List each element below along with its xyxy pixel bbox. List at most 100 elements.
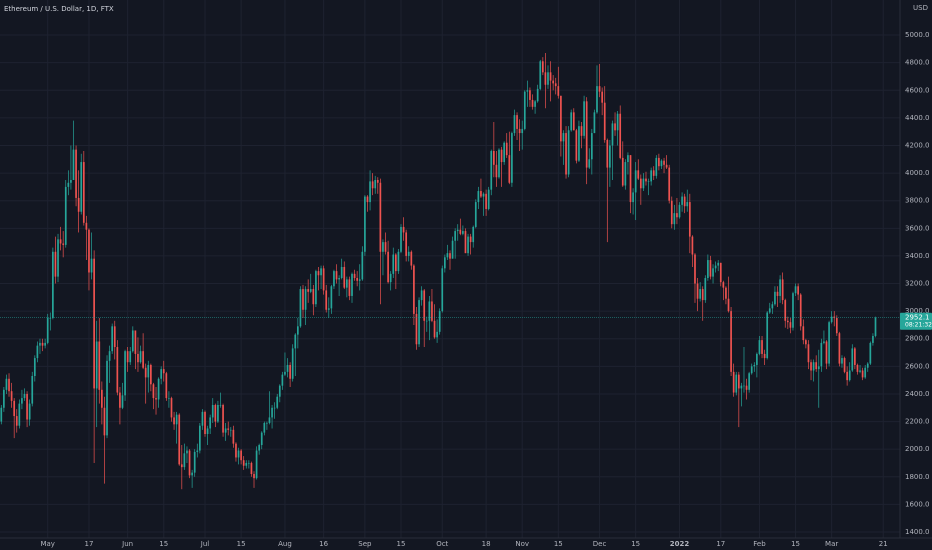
- candle-body: [781, 279, 784, 301]
- candle-body: [199, 425, 201, 451]
- candle-body: [588, 159, 591, 168]
- candle-body: [418, 300, 420, 345]
- candle-body: [85, 222, 88, 230]
- candle-body: [423, 290, 426, 321]
- candle-body: [255, 450, 258, 479]
- candle-body: [330, 286, 333, 309]
- candle-body: [603, 102, 606, 140]
- candle-body: [454, 231, 457, 241]
- candle-body: [464, 231, 467, 254]
- x-tick-label: Sep: [358, 540, 372, 548]
- candle-body: [565, 133, 567, 175]
- candle-body: [585, 101, 588, 168]
- candle-body: [116, 347, 119, 393]
- candle-body: [536, 88, 539, 102]
- candle-body: [748, 373, 750, 390]
- candle-body: [696, 283, 699, 299]
- candle-body: [304, 289, 307, 310]
- candle-body: [343, 266, 346, 288]
- candle-body: [188, 450, 191, 476]
- x-tick-label: Mar: [825, 540, 838, 548]
- candle-body: [44, 342, 46, 346]
- candle-body: [137, 353, 139, 363]
- x-tick-label: 21: [879, 540, 888, 548]
- candle-body: [575, 130, 578, 161]
- candle-body: [688, 202, 691, 237]
- candle-body: [668, 167, 671, 201]
- candle-body: [521, 128, 524, 134]
- candle-body: [872, 335, 874, 343]
- y-tick-label: 1800.0: [905, 473, 930, 481]
- candle-body: [797, 286, 799, 295]
- candle-body: [503, 142, 506, 163]
- candle-body: [833, 316, 836, 319]
- candle-body: [691, 236, 694, 255]
- candle-body: [678, 204, 681, 218]
- candle-body: [645, 178, 647, 182]
- candle-body: [253, 474, 255, 479]
- candle-body: [539, 61, 542, 89]
- candle-body: [735, 374, 738, 393]
- candle-body: [204, 411, 206, 434]
- x-tick-label: 18: [482, 540, 491, 548]
- candle-body: [670, 200, 673, 225]
- candle-body: [861, 370, 864, 378]
- x-tick-label: Nov: [515, 540, 529, 548]
- candle-body: [694, 254, 696, 284]
- candle-body: [766, 312, 769, 359]
- candle-body: [338, 278, 340, 280]
- candle-body: [364, 196, 366, 252]
- candle-body: [701, 289, 704, 301]
- candle-body: [214, 405, 217, 422]
- candle-body: [356, 278, 359, 281]
- candle-body: [217, 405, 219, 422]
- candle-body: [815, 362, 818, 370]
- candle-body: [438, 311, 441, 332]
- candle-body: [348, 279, 351, 296]
- candle-body: [124, 351, 126, 396]
- candle-body: [469, 236, 472, 243]
- candle-body: [624, 162, 627, 186]
- candle-body: [405, 232, 408, 256]
- candle-body: [26, 393, 28, 420]
- candle-body: [222, 405, 224, 433]
- y-tick-label: 2600.0: [905, 362, 930, 370]
- x-tick-label: 15: [159, 540, 168, 548]
- candle-body: [851, 348, 854, 371]
- candle-body: [271, 407, 273, 418]
- candle-body: [554, 83, 557, 87]
- candle-body: [462, 231, 464, 234]
- candle-body: [655, 157, 658, 176]
- candle-body: [665, 164, 668, 168]
- x-tick-label: 16: [319, 540, 328, 548]
- candle-body: [508, 155, 511, 183]
- candle-body: [41, 342, 44, 346]
- candle-body: [379, 182, 382, 252]
- candle-body: [518, 128, 521, 134]
- candle-body: [353, 273, 356, 279]
- candle-body: [165, 373, 168, 399]
- candle-body: [307, 289, 310, 292]
- candle-body: [443, 257, 446, 269]
- candle-body: [730, 311, 732, 372]
- candle-body: [101, 389, 103, 408]
- candle-body: [39, 342, 41, 346]
- candle-body: [95, 341, 98, 389]
- candle-body: [59, 239, 62, 244]
- candle-body: [774, 291, 776, 305]
- candle-body: [126, 351, 129, 363]
- candle-body: [371, 181, 374, 189]
- candle-body: [846, 371, 848, 381]
- candle-body: [389, 273, 392, 283]
- x-tick-label: 2022: [670, 540, 690, 548]
- candle-body: [121, 395, 124, 408]
- candle-body: [178, 414, 181, 465]
- candle-body: [111, 326, 114, 352]
- candle-body: [263, 422, 266, 433]
- candle-body: [431, 301, 433, 321]
- candle-body: [611, 123, 614, 146]
- candle-body: [737, 374, 740, 389]
- candle-body: [866, 363, 869, 368]
- y-tick-label: 2400.0: [905, 390, 930, 398]
